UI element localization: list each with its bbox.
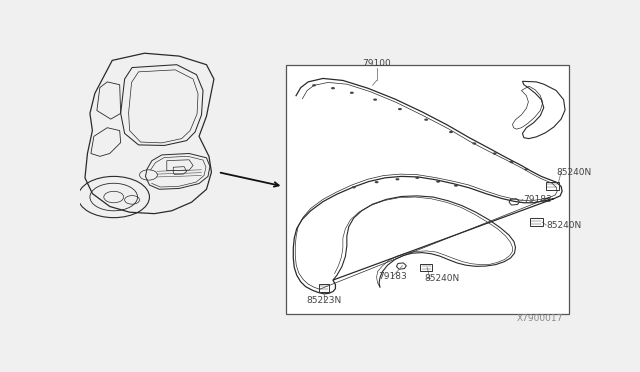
Bar <box>420 264 432 271</box>
Text: 79183: 79183 <box>523 195 552 204</box>
Circle shape <box>449 131 453 133</box>
Bar <box>546 182 559 190</box>
Circle shape <box>331 87 335 89</box>
Text: 79100: 79100 <box>362 59 391 68</box>
Circle shape <box>415 177 419 179</box>
Circle shape <box>472 142 476 145</box>
Circle shape <box>509 161 513 163</box>
Bar <box>530 218 543 226</box>
Bar <box>319 283 330 292</box>
Text: 79183: 79183 <box>378 272 407 281</box>
Text: 85240N: 85240N <box>547 221 582 230</box>
Text: X7900017: X7900017 <box>517 314 564 323</box>
Circle shape <box>454 185 458 187</box>
Circle shape <box>398 108 402 110</box>
Circle shape <box>436 180 440 183</box>
Text: 85240N: 85240N <box>425 273 460 283</box>
Text: 85223N: 85223N <box>307 296 342 305</box>
Circle shape <box>373 99 377 101</box>
Circle shape <box>352 186 356 189</box>
Circle shape <box>524 168 529 170</box>
Bar <box>286 65 568 314</box>
Text: 85240N: 85240N <box>556 168 591 177</box>
Circle shape <box>396 178 399 180</box>
Circle shape <box>312 84 316 86</box>
Circle shape <box>493 153 497 155</box>
Circle shape <box>350 92 354 94</box>
Circle shape <box>424 119 428 121</box>
Circle shape <box>374 181 379 183</box>
